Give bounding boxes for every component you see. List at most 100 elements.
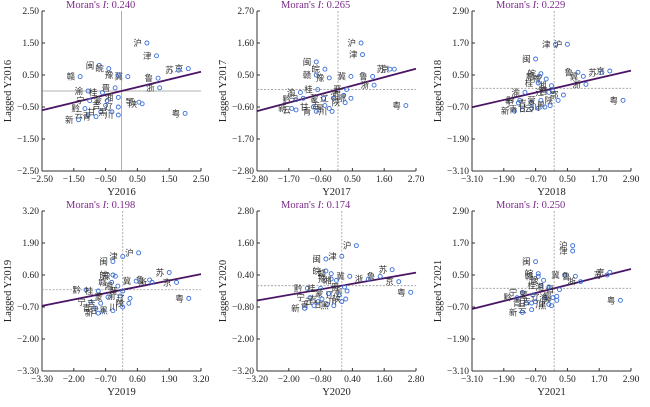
x-tick-label: 1.70	[591, 175, 608, 185]
data-point-label: 蒙	[310, 93, 319, 104]
data-point	[515, 100, 521, 106]
data-point-label: 豫	[530, 275, 539, 286]
data-point	[564, 41, 570, 47]
data-point	[103, 102, 109, 108]
data-point-label: 浙	[361, 80, 370, 91]
x-tick-label: −3.10	[461, 375, 483, 385]
x-tick-label: −1.70	[278, 175, 300, 185]
x-tick-label: −0.70	[525, 175, 547, 185]
y-tick-label: 1.60	[237, 39, 254, 49]
data-point-label: 粤	[610, 95, 619, 106]
y-tick-label: 3.20	[22, 207, 39, 217]
data-point	[604, 272, 610, 278]
y-tick-label: −3.10	[447, 367, 469, 377]
x-axis-title: Y2019	[107, 387, 136, 398]
x-tick-label: −0.50	[95, 175, 117, 185]
data-point-label: 鄂	[337, 94, 346, 104]
data-point-label: 苏	[379, 265, 388, 276]
y-tick-label: 0.40	[237, 271, 254, 281]
x-tick-label: 1.90	[161, 375, 178, 385]
data-point	[326, 75, 332, 81]
data-point-label: 黔	[71, 104, 80, 115]
data-point-label: 新	[65, 115, 74, 126]
data-point-label: 渝	[287, 87, 296, 98]
data-point-label: 鲁	[562, 271, 571, 282]
scatter-panel-y2021: −3.10 −1.90 −0.70 0.50 1.70 2.90 −3.10 −1.90 −0.…	[433, 200, 640, 398]
data-point-label: 吉	[518, 99, 527, 109]
x-tick-label: −3.30	[31, 375, 53, 385]
data-point-label: 浙	[572, 79, 581, 90]
y-tick-label: −0.70	[17, 303, 39, 313]
data-point-label: 云	[525, 104, 534, 114]
data-point-label: 青	[303, 106, 312, 117]
data-point-label: 桂	[89, 88, 98, 99]
data-point	[342, 100, 348, 106]
data-point	[535, 271, 541, 277]
y-axis-title: Lagged Y2019	[3, 260, 14, 322]
data-point-label: 渝	[334, 286, 343, 297]
data-point-label: 粤	[175, 293, 184, 304]
data-point-label: 湘	[330, 90, 339, 101]
data-point	[318, 285, 324, 291]
data-point	[176, 67, 182, 73]
y-tick-label: 1.90	[22, 239, 39, 249]
data-point	[104, 98, 110, 104]
data-point	[535, 105, 541, 111]
data-point-label: 皖	[311, 64, 320, 75]
data-point	[328, 271, 334, 277]
data-point	[323, 268, 329, 274]
data-point-label: 豫	[533, 74, 542, 85]
data-point-label: 豫	[316, 73, 325, 84]
data-point-label: 津	[328, 251, 337, 262]
data-point	[83, 287, 89, 293]
data-point	[310, 104, 316, 110]
data-point-label: 宁	[290, 93, 299, 104]
data-point	[293, 107, 299, 113]
x-tick-label: 0.60	[129, 375, 146, 385]
morans-i-title: Moran's I: 0.250	[496, 200, 565, 211]
data-point	[112, 85, 118, 91]
data-point	[174, 279, 179, 285]
x-tick-label: −2.00	[63, 375, 85, 385]
y-tick-label: −1.90	[447, 335, 469, 345]
x-tick-label: 2.70	[408, 175, 425, 185]
y-tick-label: −3.30	[17, 367, 39, 377]
data-point-label: 晋	[546, 286, 555, 296]
data-point-label: 黑	[538, 302, 547, 312]
y-tick-label: −0.60	[232, 103, 254, 113]
data-point	[106, 66, 112, 72]
x-tick-label: 1.60	[376, 375, 393, 385]
morans-i-title: Moran's I: 0.240	[66, 0, 135, 11]
data-point	[543, 76, 549, 82]
y-tick-label: 1.60	[237, 239, 254, 249]
data-point	[321, 95, 326, 101]
scatter-panel-y2018: −3.10 −1.90 −0.70 0.50 1.70 2.90 −3.10 −1.90 −0.…	[433, 0, 640, 198]
data-point	[109, 279, 115, 285]
data-point	[127, 295, 133, 301]
x-tick-label: 2.90	[623, 175, 640, 185]
data-point	[572, 273, 578, 279]
data-point	[396, 279, 402, 285]
data-point	[77, 74, 83, 80]
y-tick-label: −2.00	[232, 335, 254, 345]
data-point-label: 闽	[522, 257, 531, 268]
data-point-label: 湘	[323, 275, 332, 286]
x-tick-label: 0.50	[559, 375, 576, 385]
x-axis-title: Y2018	[537, 187, 566, 198]
data-point	[99, 90, 105, 96]
data-point	[186, 295, 192, 301]
data-point-label: 粤	[172, 108, 181, 119]
y-axis-title: Lagged Y2018	[433, 60, 444, 122]
y-tick-label: 2.90	[452, 207, 469, 217]
data-point-label: 豫	[105, 70, 114, 81]
data-point	[139, 101, 145, 107]
x-tick-label: −1.50	[63, 175, 85, 185]
data-point-label: 皖	[312, 266, 321, 277]
data-point-label: 渝	[107, 291, 116, 302]
data-point	[403, 103, 409, 108]
y-axis-title: Lagged Y2016	[3, 60, 14, 122]
data-point	[96, 62, 102, 68]
data-point	[319, 296, 325, 302]
data-point	[343, 296, 349, 302]
data-point-label: 鲁	[145, 73, 154, 84]
